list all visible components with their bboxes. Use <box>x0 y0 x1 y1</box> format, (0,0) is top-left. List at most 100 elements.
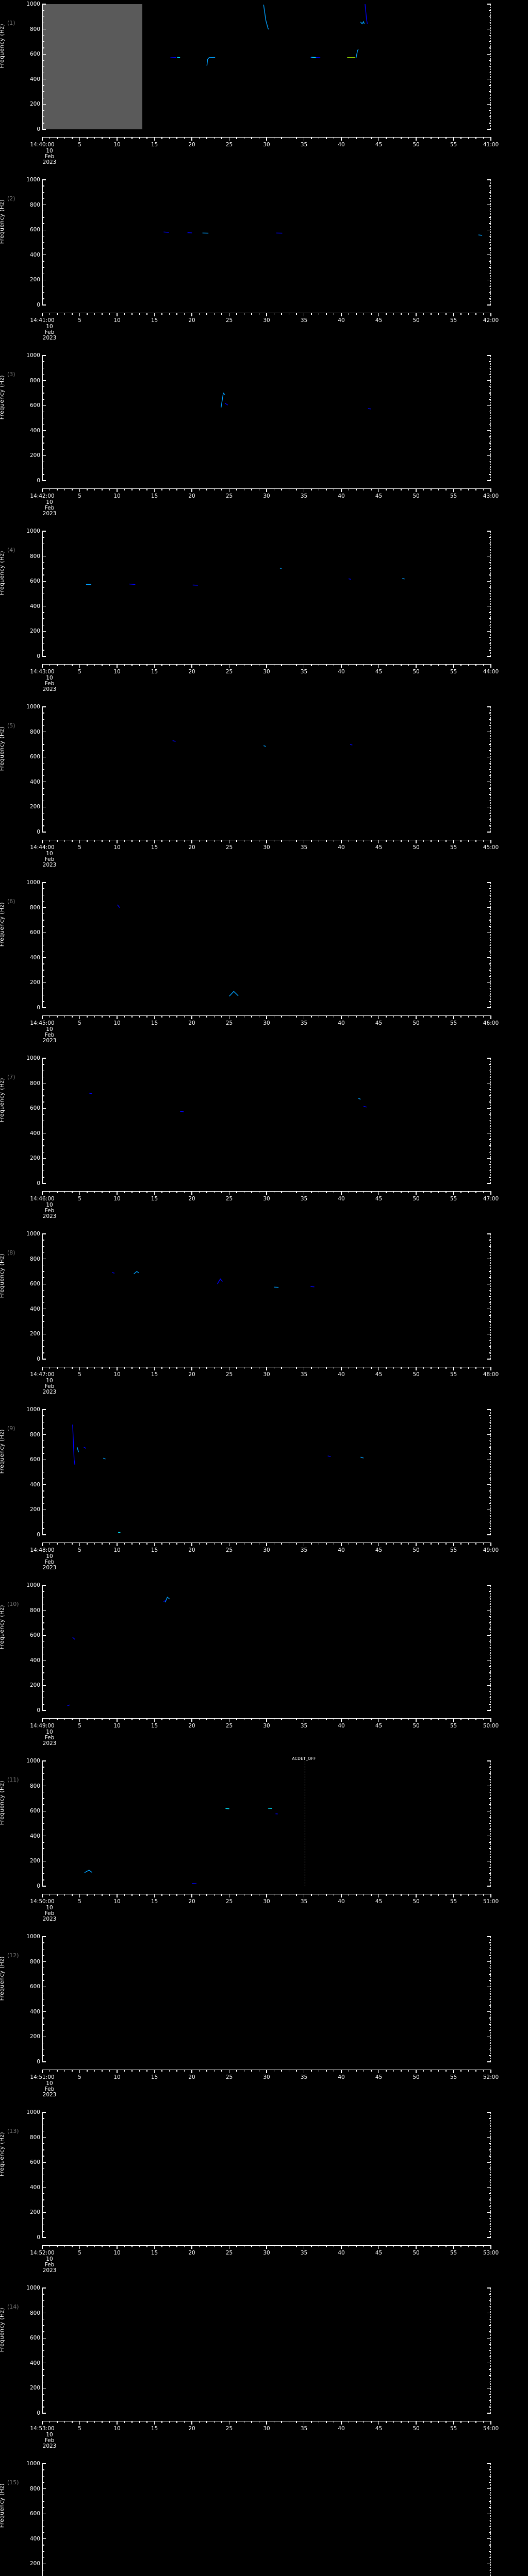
trace-layer <box>117 904 239 997</box>
x-tick-mark <box>146 1015 147 1018</box>
y-tick-mark <box>487 1158 491 1159</box>
x-tick-mark <box>490 2245 491 2249</box>
x-tick-mark <box>251 2245 252 2247</box>
x-tick-mark <box>94 1191 95 1193</box>
x-tick-mark <box>139 664 140 666</box>
x-tick-label: 25 <box>225 2074 233 2080</box>
x-tick-mark <box>176 137 177 139</box>
y-tick-mark <box>42 1484 46 1485</box>
date-line: Feb <box>44 2086 55 2093</box>
y-tick-label: 600 <box>29 1281 40 1287</box>
y-tick-mark <box>487 405 491 406</box>
y-tick-mark <box>489 825 491 826</box>
y-axis-label: Frequency (Hz) <box>0 1605 5 1650</box>
date-line: 10 <box>46 499 53 505</box>
y-tick-mark <box>42 116 44 117</box>
y-tick-mark <box>489 618 491 619</box>
x-tick-mark <box>423 1015 424 1018</box>
trace-layer <box>170 4 368 66</box>
x-tick-mark <box>483 1191 484 1193</box>
x-tick-mark <box>393 137 394 139</box>
x-tick-mark <box>109 2245 110 2247</box>
x-tick-mark <box>79 1894 80 1897</box>
plot-area <box>42 1761 491 1886</box>
x-tick-mark <box>109 1015 110 1018</box>
y-tick-mark <box>489 185 491 187</box>
x-tick-label: 50 <box>412 2074 420 2080</box>
x-tick-label: 45:00 <box>483 844 499 851</box>
frequency-trace <box>72 1637 75 1640</box>
x-tick-label: 20 <box>188 493 195 499</box>
x-tick-mark <box>378 2070 380 2073</box>
y-tick-mark <box>489 35 491 36</box>
x-tick-mark <box>236 1543 237 1545</box>
x-tick-mark <box>169 664 170 666</box>
x-tick-mark <box>184 137 185 139</box>
x-tick-mark <box>438 137 439 139</box>
y-tick-label: 1000 <box>26 1758 40 1764</box>
x-tick-mark <box>154 313 155 316</box>
x-tick-mark <box>490 1191 491 1195</box>
x-tick-mark <box>206 1543 207 1545</box>
x-tick-mark <box>251 664 252 666</box>
y-tick-label: 1000 <box>26 2461 40 2467</box>
x-tick-label: 45 <box>375 1371 383 1378</box>
x-tick-mark <box>184 1718 185 1720</box>
x-tick-mark <box>79 488 80 492</box>
x-tick-mark <box>251 1367 252 1369</box>
x-tick-mark <box>206 664 207 666</box>
y-tick-mark <box>489 2557 491 2558</box>
x-tick-mark <box>139 2245 140 2247</box>
x-tick-mark <box>206 2421 207 2423</box>
x-tick-label: 14:52:00 <box>30 2250 55 2256</box>
y-tick-mark <box>489 976 491 977</box>
x-tick-mark <box>423 488 424 490</box>
panel-index-label: (12) <box>7 1952 19 1959</box>
x-tick-mark <box>408 1191 409 1193</box>
frequency-trace <box>117 904 120 908</box>
y-tick-mark <box>489 198 491 199</box>
x-tick-mark <box>199 137 200 139</box>
x-tick-mark <box>139 840 140 842</box>
x-tick-mark <box>490 664 491 668</box>
y-axis-label: Frequency (Hz) <box>0 1253 5 1298</box>
y-tick-mark <box>489 2469 491 2470</box>
x-tick-mark <box>169 488 170 490</box>
trace-layer <box>72 1425 364 1533</box>
event-marker-label: ACDET_OFF <box>292 1756 316 1761</box>
x-tick-mark <box>94 488 95 490</box>
y-tick-mark <box>489 2206 491 2207</box>
x-tick-label: 44:00 <box>483 669 499 675</box>
x-tick-mark <box>490 488 491 492</box>
x-tick-mark <box>199 1015 200 1018</box>
x-tick-mark <box>154 488 155 492</box>
x-tick-mark <box>475 1367 476 1369</box>
chart-panel: (6) Frequency (Hz) 0 200 400 600 800 1000 14:45:… <box>0 878 528 1054</box>
x-tick-label: 50 <box>412 2250 420 2256</box>
y-tick-mark <box>42 2300 44 2301</box>
y-tick-mark <box>42 2526 44 2527</box>
y-tick-mark <box>489 1139 491 1140</box>
y-tick-label: 0 <box>37 2410 40 2416</box>
y-tick-mark <box>42 405 46 406</box>
y-tick-label: 800 <box>29 1783 40 1789</box>
x-tick-label: 15 <box>151 142 158 148</box>
y-tick-mark <box>42 2400 44 2401</box>
x-tick-mark <box>139 1367 140 1369</box>
frequency-trace <box>263 745 266 747</box>
x-tick-mark <box>393 313 394 315</box>
chart-panel: (3) Frequency (Hz) 0 200 400 600 800 1000 14:42:… <box>0 351 528 527</box>
x-tick-mark <box>191 664 192 668</box>
x-tick-mark <box>79 1543 80 1546</box>
y-tick-mark <box>42 1233 46 1234</box>
x-tick-mark <box>236 840 237 842</box>
x-tick-mark <box>281 2245 282 2247</box>
x-tick-mark <box>154 1718 155 1722</box>
x-tick-label: 25 <box>225 1547 233 1553</box>
y-tick-mark <box>42 1434 46 1435</box>
y-tick-label: 1000 <box>26 1406 40 1413</box>
y-tick-mark <box>42 957 46 958</box>
date-line: 2023 <box>42 1740 57 1747</box>
x-tick-mark <box>139 1718 140 1720</box>
x-tick-mark <box>169 1718 170 1720</box>
